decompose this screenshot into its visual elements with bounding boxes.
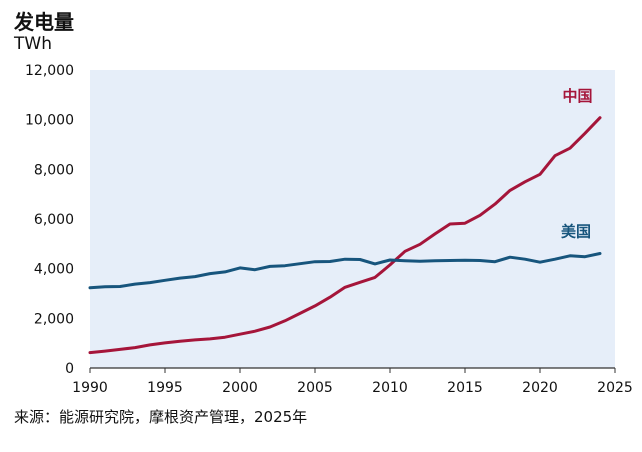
source-note: 来源：能源研究院，摩根资产管理，2025年 — [14, 408, 308, 426]
x-tick-label: 2005 — [297, 380, 333, 396]
y-axis-unit: TWh — [14, 34, 52, 54]
y-tick-label: 8,000 — [34, 162, 74, 178]
x-tick-label: 1995 — [147, 380, 183, 396]
series-label-usa: 美国 — [561, 222, 591, 240]
series-label-china: 中国 — [563, 87, 593, 105]
x-tick-label: 1990 — [72, 380, 108, 396]
x-tick-label: 2010 — [372, 380, 408, 396]
y-tick-label: 2,000 — [34, 311, 74, 327]
y-tick-label: 10,000 — [25, 113, 74, 129]
series-line-0 — [88, 116, 602, 355]
y-tick-label: 6,000 — [34, 212, 74, 228]
chart-title: 发电量 — [14, 10, 74, 34]
x-tick-label: 2015 — [447, 380, 483, 396]
y-tick-label: 12,000 — [25, 63, 74, 79]
x-tick-label: 2000 — [222, 380, 258, 396]
x-tick-label: 2025 — [597, 380, 633, 396]
plot-area — [90, 70, 615, 368]
series-line-1 — [88, 252, 602, 290]
x-tick-label: 2020 — [522, 380, 558, 396]
y-tick-label: 4,000 — [34, 262, 74, 278]
y-tick-label: 0 — [65, 361, 74, 377]
